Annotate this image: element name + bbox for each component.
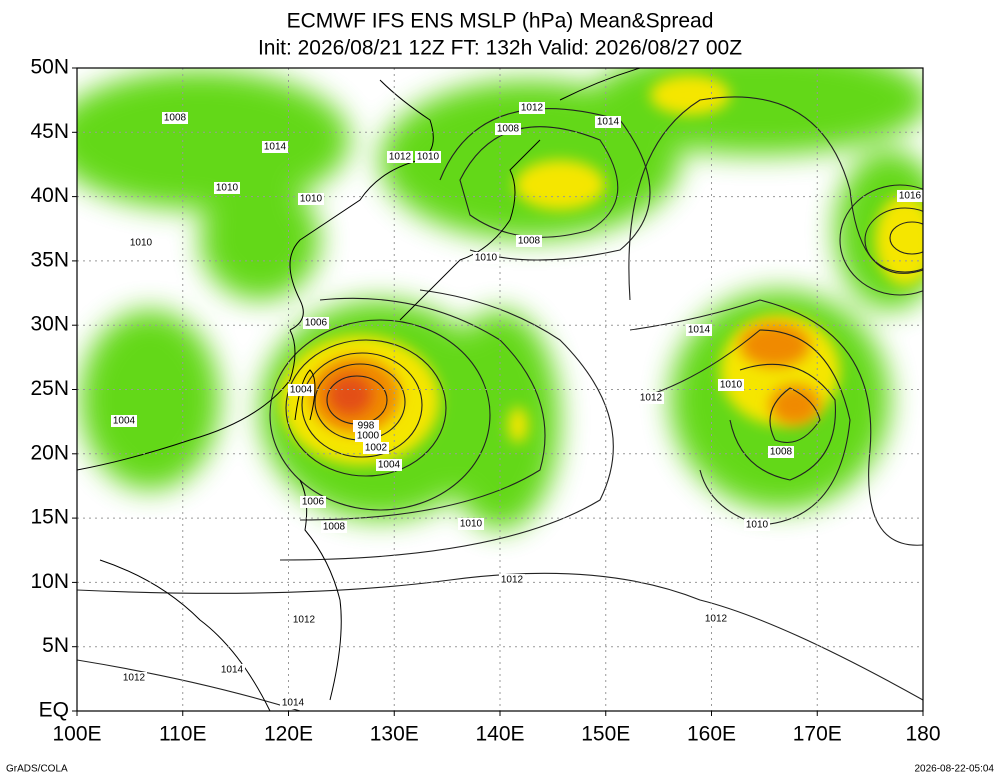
contour-label-bg — [353, 420, 379, 432]
lat-label: 5N — [42, 634, 69, 657]
lat-label: 40N — [30, 184, 69, 207]
title-line: ECMWF IFS ENS MSLP (hPa) Mean&Spread — [287, 10, 714, 33]
contour-label-bg — [121, 672, 147, 684]
contour-label-bg — [300, 496, 326, 508]
contour-label: 1012 — [521, 103, 544, 114]
contour-label-bg — [495, 123, 521, 135]
contour-label-bg — [387, 151, 413, 163]
footer-left: GrADS/COLA — [6, 764, 68, 775]
contour-label-bg — [262, 141, 288, 153]
contour-label-bg — [415, 151, 441, 163]
contour-label-bg — [288, 384, 314, 396]
contour-label: 1008 — [518, 236, 541, 247]
contour-label: 1014 — [264, 142, 287, 153]
lon-label: 160E — [687, 723, 736, 746]
lon-label: 170E — [793, 723, 842, 746]
contour-label: 1004 — [290, 385, 313, 396]
lon-label: 140E — [475, 723, 524, 746]
contour-label-bg — [280, 697, 306, 709]
footer-right: 2026-08-22-05:04 — [914, 764, 994, 775]
contour-label: 1010 — [216, 183, 239, 194]
graticule — [77, 68, 923, 711]
lat-label: 15N — [30, 506, 69, 529]
lat-label: 30N — [30, 313, 69, 336]
contour-label: 1008 — [497, 124, 520, 135]
contour-label-bg — [499, 574, 525, 586]
contour-label: 1002 — [365, 443, 388, 454]
contour-label-bg — [363, 442, 389, 454]
contour-label: 1006 — [305, 318, 328, 329]
lat-label: EQ — [39, 699, 69, 722]
lat-label: 20N — [30, 441, 69, 464]
contour-label-bg — [303, 317, 329, 329]
contour-label-bg — [595, 116, 621, 128]
contour-label-bg — [321, 521, 347, 533]
coastlines — [77, 68, 641, 711]
lon-label: 110E — [159, 723, 207, 746]
contour-label-bg — [128, 237, 154, 249]
lon-label: 180 — [905, 723, 940, 746]
contour-label-bg — [768, 446, 794, 458]
contour-label-bg — [686, 324, 712, 336]
contour-label: 1012 — [293, 615, 316, 626]
contour-label-bg — [897, 190, 923, 202]
contour-label: 1014 — [221, 665, 244, 676]
lat-label: 45N — [30, 120, 69, 143]
contour-label: 1012 — [640, 393, 663, 404]
contour-label-bg — [473, 252, 499, 264]
contour-label: 1010 — [460, 519, 483, 530]
contour-label: 1010 — [746, 520, 769, 531]
contour-label: 1014 — [597, 117, 620, 128]
contour-label-bg — [638, 392, 664, 404]
contour-label: 1016 — [899, 191, 922, 202]
contour-label-bg — [291, 614, 317, 626]
contour-label: 1010 — [130, 238, 153, 249]
contour-label-bg — [519, 102, 545, 114]
contour-label-bg — [718, 379, 744, 391]
contour-label: 1000 — [357, 431, 380, 442]
contour-label: 1010 — [475, 253, 498, 264]
contour-label: 1008 — [164, 113, 187, 124]
lon-label: 120E — [264, 723, 313, 746]
lon-label: 100E — [52, 723, 101, 746]
contour-label: 1008 — [770, 447, 793, 458]
contour-label: 1008 — [323, 522, 346, 533]
contour-label: 1012 — [705, 614, 728, 625]
contour-label-bg — [703, 613, 729, 625]
contour-label: 1014 — [688, 325, 711, 336]
contour-label: 1006 — [302, 497, 325, 508]
contour-label-bg — [111, 415, 137, 427]
contour-label-bg — [458, 518, 484, 530]
contour-label: 1010 — [300, 194, 323, 205]
contour-label: 1014 — [282, 698, 305, 709]
lat-label: 35N — [30, 248, 69, 271]
contour-label-bg — [744, 519, 770, 531]
contour-label-bg — [355, 430, 381, 442]
lat-label: 50N — [30, 56, 69, 79]
contour-label-bg — [298, 193, 324, 205]
contour-label: 1010 — [720, 380, 743, 391]
contour-label: 1012 — [501, 575, 524, 586]
contour-label-bg — [376, 459, 402, 471]
lat-label: 10N — [30, 570, 69, 593]
contour-label: 1004 — [378, 460, 401, 471]
contour-label: 998 — [358, 421, 375, 432]
title-line: Init: 2026/08/21 12Z FT: 132h Valid: 202… — [258, 37, 742, 60]
contour-label-bg — [162, 112, 188, 124]
contour-label-bg — [214, 182, 240, 194]
contour-label: 1004 — [113, 416, 136, 427]
lon-label: 150E — [581, 723, 630, 746]
contour-label: 1012 — [389, 152, 412, 163]
contour-label-bg — [516, 235, 542, 247]
contour-label: 1010 — [417, 152, 440, 163]
contour-label-bg — [219, 664, 245, 676]
contour-label: 1012 — [123, 673, 146, 684]
lon-label: 130E — [370, 723, 419, 746]
contour-labels: 1008 1014 1012 1010 1012 1014 1008 1010 1010 1008… — [111, 102, 923, 709]
lat-label: 25N — [30, 377, 69, 400]
